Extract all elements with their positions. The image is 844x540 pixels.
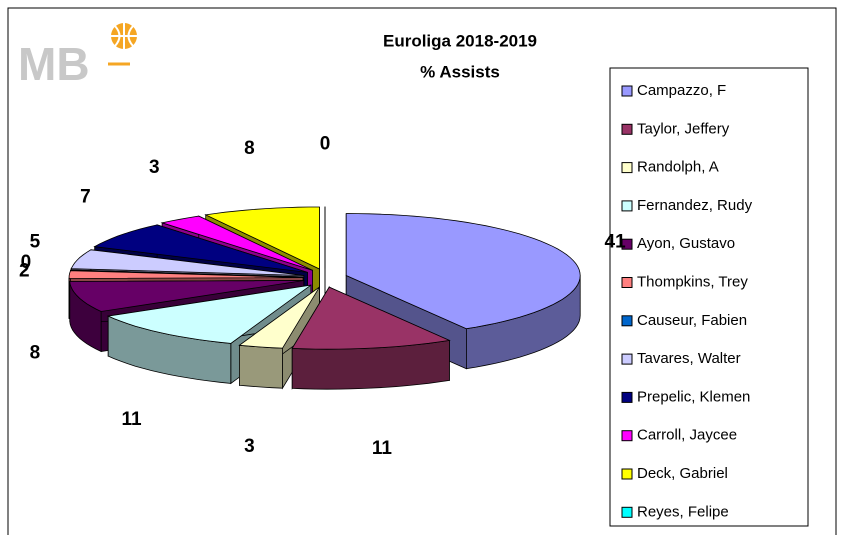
data-label: 11 [121, 409, 142, 430]
slice-wall [239, 345, 282, 388]
legend-label: Tavares, Walter [637, 350, 741, 367]
data-label: 7 [80, 186, 91, 207]
legend-swatch [622, 163, 632, 173]
chart-subtitle: % Assists [420, 62, 500, 81]
legend-label: Randolph, A [637, 159, 719, 176]
legend-label: Thompkins, Trey [637, 273, 748, 290]
data-label: 0 [320, 134, 331, 155]
legend-label: Campazzo, F [637, 82, 726, 99]
data-label: 0 [21, 252, 32, 273]
data-label: 3 [244, 436, 255, 457]
data-label: 5 [30, 231, 41, 252]
legend-swatch [622, 354, 632, 364]
legend-label: Fernandez, Rudy [637, 197, 753, 214]
legend-swatch [622, 316, 632, 326]
legend-label: Deck, Gabriel [637, 465, 728, 482]
logo-text: MB [18, 38, 90, 90]
logo-ball-lines [111, 23, 137, 49]
data-label: 3 [149, 157, 160, 178]
legend-label: Reyes, Felipe [637, 503, 729, 520]
data-label: 41 [605, 231, 627, 252]
legend-swatch [622, 201, 632, 211]
data-label: 8 [30, 343, 41, 364]
pie [69, 207, 580, 390]
data-label: 11 [372, 438, 393, 459]
legend-label: Taylor, Jeffery [637, 120, 730, 137]
legend-swatch [622, 278, 632, 288]
legend-swatch [622, 431, 632, 441]
legend-swatch [622, 507, 632, 517]
legend-swatch [622, 392, 632, 402]
legend-label: Ayon, Gustavo [637, 235, 735, 252]
legend-swatch [622, 86, 632, 96]
legend-label: Carroll, Jaycee [637, 427, 737, 444]
chart-title: Euroliga 2018-2019 [383, 31, 537, 50]
legend-label: Causeur, Fabien [637, 312, 747, 329]
legend-swatch [622, 469, 632, 479]
legend-swatch [622, 124, 632, 134]
data-label: 8 [244, 138, 255, 159]
legend-label: Prepelic, Klemen [637, 388, 750, 405]
